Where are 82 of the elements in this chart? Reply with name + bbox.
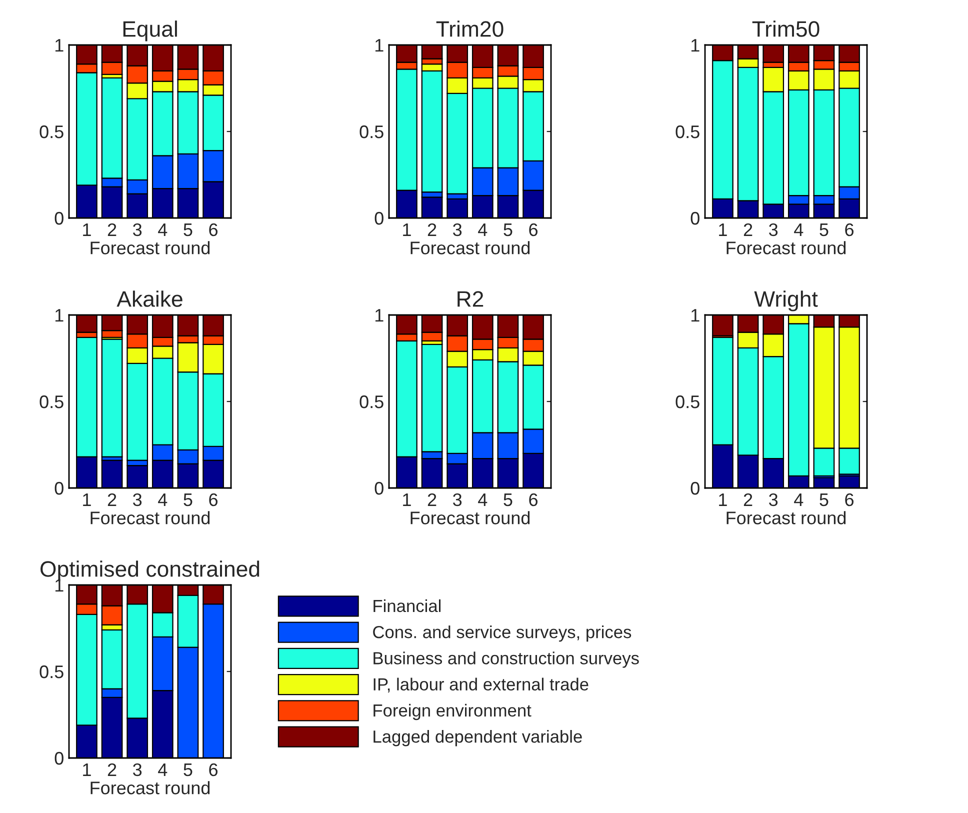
x-axis-title: Forecast round: [90, 241, 210, 254]
x-tick-label: 3: [133, 223, 142, 236]
x-tick-label: 5: [504, 224, 512, 236]
y-tick-label: 1: [55, 39, 64, 52]
y-tick-label: 1: [375, 309, 384, 322]
x-tick-label: 6: [529, 223, 538, 236]
x-tick-label: 4: [158, 764, 168, 776]
x-tick-label: 5: [820, 224, 828, 236]
legend-label: Lagged dependent variable: [374, 730, 582, 746]
x-tick-label: 4: [158, 494, 168, 506]
legend-label: IP, labour and external trade: [374, 678, 588, 693]
x-tick-label: 6: [529, 493, 538, 506]
x-tick-label: 5: [184, 764, 192, 776]
chart-title: Trim50: [752, 20, 820, 37]
x-tick-label: 4: [158, 224, 168, 236]
y-tick-label: 0.5: [360, 395, 384, 408]
y-tick-label: 0: [374, 212, 384, 225]
y-tick-label: 0: [690, 212, 700, 225]
y-tick-label: 0: [54, 752, 64, 765]
x-axis-title: Forecast round: [90, 511, 210, 524]
x-tick-label: 6: [209, 763, 218, 776]
legend-label: Cons. and service surveys, prices: [373, 626, 632, 642]
chart-title: Wright: [754, 290, 818, 312]
x-tick-label: 1: [403, 224, 411, 236]
x-tick-label: 2: [108, 763, 116, 776]
x-tick-label: 2: [744, 493, 752, 506]
x-tick-label: 4: [478, 224, 488, 236]
x-tick-label: 1: [83, 224, 91, 236]
x-tick-label: 3: [769, 493, 778, 506]
x-tick-label: 1: [719, 494, 727, 506]
y-tick-label: 0.5: [40, 395, 64, 408]
y-tick-label: 0: [54, 212, 64, 225]
chart-title: Trim20: [436, 20, 504, 37]
x-tick-label: 6: [209, 493, 218, 506]
y-tick-label: 1: [691, 39, 700, 52]
x-tick-label: 5: [820, 494, 828, 506]
x-tick-label: 1: [83, 494, 91, 506]
chart-title: R2: [458, 291, 484, 307]
x-tick-label: 3: [453, 493, 462, 506]
legend-label: Business and construction surveys: [374, 652, 639, 668]
chart-title: Equal: [123, 20, 177, 42]
x-tick-label: 3: [133, 493, 142, 506]
y-tick-label: 1: [691, 309, 700, 322]
y-tick-label: 1: [55, 309, 64, 322]
y-tick-label: 0: [54, 482, 64, 495]
x-tick-label: 6: [845, 493, 854, 506]
y-tick-label: 0.5: [40, 665, 64, 678]
x-tick-label: 1: [83, 764, 91, 776]
chart-title: Optimised constrained: [40, 560, 260, 582]
x-tick-label: 3: [453, 223, 462, 236]
y-tick-label: 1: [375, 39, 384, 52]
x-tick-label: 3: [769, 223, 778, 236]
x-axis-title: Forecast round: [410, 511, 530, 524]
y-tick-label: 0: [374, 482, 384, 495]
x-tick-label: 4: [794, 494, 804, 506]
x-tick-label: 4: [478, 494, 488, 506]
chart-title: Akaike: [116, 290, 182, 307]
x-tick-label: 5: [184, 224, 192, 236]
y-tick-label: 0: [690, 482, 700, 495]
x-axis-title: Forecast round: [726, 241, 846, 254]
legend-label: Financial: [374, 599, 441, 612]
x-axis-title: Forecast round: [90, 781, 210, 794]
x-tick-label: 2: [108, 493, 116, 506]
x-tick-label: 6: [845, 223, 854, 236]
x-tick-label: 6: [209, 223, 218, 236]
y-tick-label: 0.5: [40, 125, 64, 138]
x-axis-title: Forecast round: [726, 511, 846, 524]
y-tick-label: 0.5: [676, 125, 700, 138]
x-tick-label: 2: [744, 223, 752, 236]
x-tick-label: 4: [794, 224, 804, 236]
x-tick-label: 2: [428, 493, 436, 506]
y-tick-label: 0.5: [360, 125, 384, 138]
x-tick-label: 2: [108, 223, 116, 236]
y-tick-label: 0.5: [676, 395, 700, 408]
x-tick-label: 5: [504, 494, 512, 506]
x-tick-label: 3: [133, 763, 142, 776]
x-axis-title: Forecast round: [410, 241, 530, 254]
x-tick-label: 5: [184, 494, 192, 506]
x-tick-label: 1: [403, 494, 411, 506]
x-tick-label: 2: [428, 223, 436, 236]
legend-label: Foreign environment: [374, 704, 532, 720]
x-tick-label: 1: [719, 224, 727, 236]
